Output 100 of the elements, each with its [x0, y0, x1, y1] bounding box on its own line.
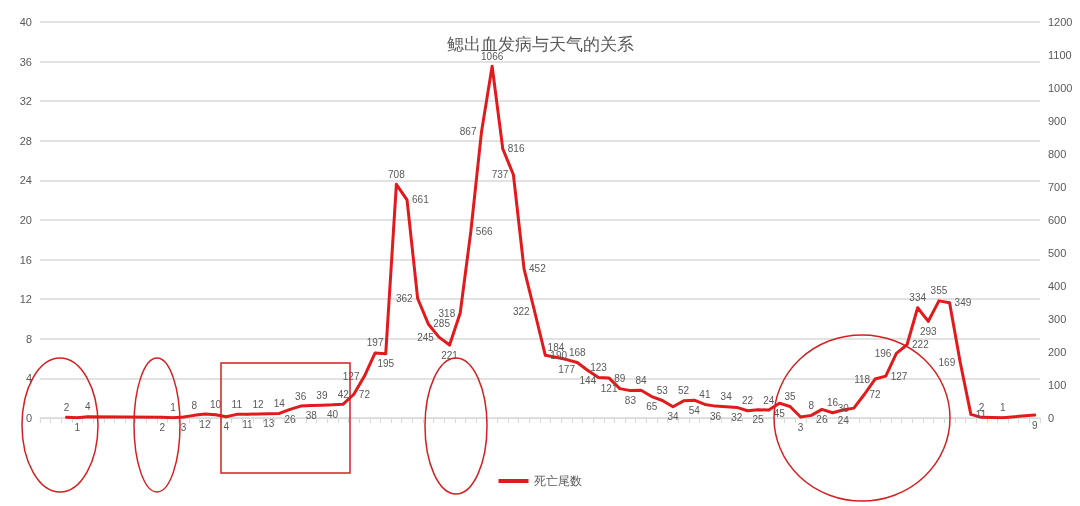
data-label: 35: [784, 390, 796, 402]
data-label: 11: [242, 418, 254, 430]
data-label: 4: [223, 421, 230, 433]
data-label: 245: [417, 331, 435, 343]
data-label: 26: [284, 413, 296, 425]
data-label: 14: [273, 397, 286, 409]
data-label: 322: [512, 306, 531, 318]
data-label: 72: [358, 388, 371, 400]
data-label: 285: [433, 318, 451, 330]
y2-tick-label: 200: [1048, 346, 1067, 358]
y2-tick-label: 500: [1048, 247, 1067, 259]
data-label: 65: [646, 401, 658, 413]
data-label: 3: [797, 421, 804, 433]
data-label: 197: [366, 337, 384, 349]
y-tick-label: 28: [19, 134, 32, 147]
data-label: 661: [412, 194, 430, 206]
y-tick-label: 4: [25, 372, 32, 385]
data-label: 1: [999, 402, 1006, 414]
y2-tick-label: 1200: [1048, 16, 1073, 28]
data-label: 355: [930, 285, 948, 297]
data-label: 39: [316, 389, 328, 401]
y-tick-label: 20: [19, 214, 32, 226]
data-label: 196: [874, 347, 892, 359]
y2-tick-label: 1100: [1048, 49, 1072, 61]
data-label: 221: [441, 349, 459, 361]
y2-tick-label: 100: [1048, 379, 1067, 391]
data-label: 168: [568, 347, 587, 359]
data-label: 40: [326, 409, 339, 421]
legend-label: 死亡尾数: [533, 474, 582, 488]
data-label: 32: [731, 411, 743, 423]
data-label: 195: [377, 358, 395, 370]
data-label: 22: [741, 395, 754, 407]
y-tick-label: 12: [19, 293, 32, 306]
data-label: 708: [388, 168, 406, 180]
y2-tick-label: 600: [1048, 214, 1067, 226]
data-label: 89: [614, 373, 626, 385]
data-label: 36: [709, 410, 722, 422]
y-tick-label: 8: [25, 332, 32, 345]
data-label: 16: [826, 397, 839, 409]
data-label: 2: [63, 401, 70, 413]
data-label: 9: [1031, 419, 1038, 431]
y2-tick-label: 0: [1048, 412, 1055, 424]
data-label: 816: [507, 143, 525, 155]
data-label: 1: [170, 402, 177, 414]
data-label: 737: [491, 169, 509, 181]
data-label: 42: [337, 388, 350, 400]
data-label: 24: [763, 394, 775, 406]
data-label: 34: [720, 391, 733, 403]
y2-tick-label: 1000: [1048, 82, 1073, 94]
data-label: 34: [667, 411, 679, 423]
data-label: 566: [475, 225, 493, 237]
y2-tick-label: 700: [1048, 181, 1067, 193]
data-label: 867: [459, 126, 477, 138]
y-tick-label: 0: [25, 412, 32, 424]
data-label: 177: [558, 364, 576, 376]
data-label: 4: [85, 401, 92, 413]
data-label: 118: [854, 373, 871, 385]
data-label: 72: [869, 388, 882, 400]
y-tick-label: 40: [19, 16, 32, 28]
data-label: 54: [688, 404, 701, 416]
data-label: 1: [74, 422, 81, 434]
data-label: 26: [816, 413, 828, 425]
y2-tick-label: 800: [1048, 148, 1067, 160]
data-label: 293: [919, 325, 938, 337]
data-label: 184: [547, 341, 565, 353]
data-label: 3: [180, 421, 187, 433]
data-label: 349: [954, 297, 972, 309]
data-label: 362: [395, 293, 414, 305]
data-label: 30: [837, 402, 850, 414]
data-label: 36: [295, 390, 307, 402]
data-label: 222: [912, 339, 930, 351]
data-label: 318: [438, 307, 456, 319]
data-label: 2: [159, 421, 166, 433]
data-label: 24: [837, 414, 850, 426]
data-label: 25: [752, 414, 765, 426]
data-label: 452: [529, 263, 547, 275]
y2-tick-label: 300: [1048, 313, 1067, 325]
data-label: 121: [600, 382, 618, 394]
data-label: 52: [678, 385, 690, 397]
data-label: 123: [590, 361, 608, 373]
y-tick-label: 16: [19, 253, 32, 266]
data-label: 1066: [481, 50, 504, 62]
y2-tick-label: 400: [1048, 280, 1067, 292]
data-label: 12: [199, 418, 211, 430]
data-label: 11: [231, 398, 243, 410]
data-label: 144: [579, 374, 597, 386]
y2-tick-label: 900: [1048, 115, 1067, 127]
y-tick-label: 36: [19, 55, 32, 68]
data-label: 83: [624, 395, 637, 407]
data-label: 334: [909, 292, 927, 304]
data-label: 127: [890, 370, 908, 382]
data-label: 8: [808, 399, 815, 411]
data-label: 12: [252, 398, 265, 410]
data-label: 53: [656, 385, 669, 397]
y-tick-label: 24: [19, 174, 32, 187]
data-label: 13: [263, 418, 275, 430]
data-label: 169: [938, 356, 956, 368]
y-tick-label: 32: [19, 95, 32, 108]
data-label: 84: [635, 374, 648, 386]
data-label: 41: [699, 388, 711, 400]
